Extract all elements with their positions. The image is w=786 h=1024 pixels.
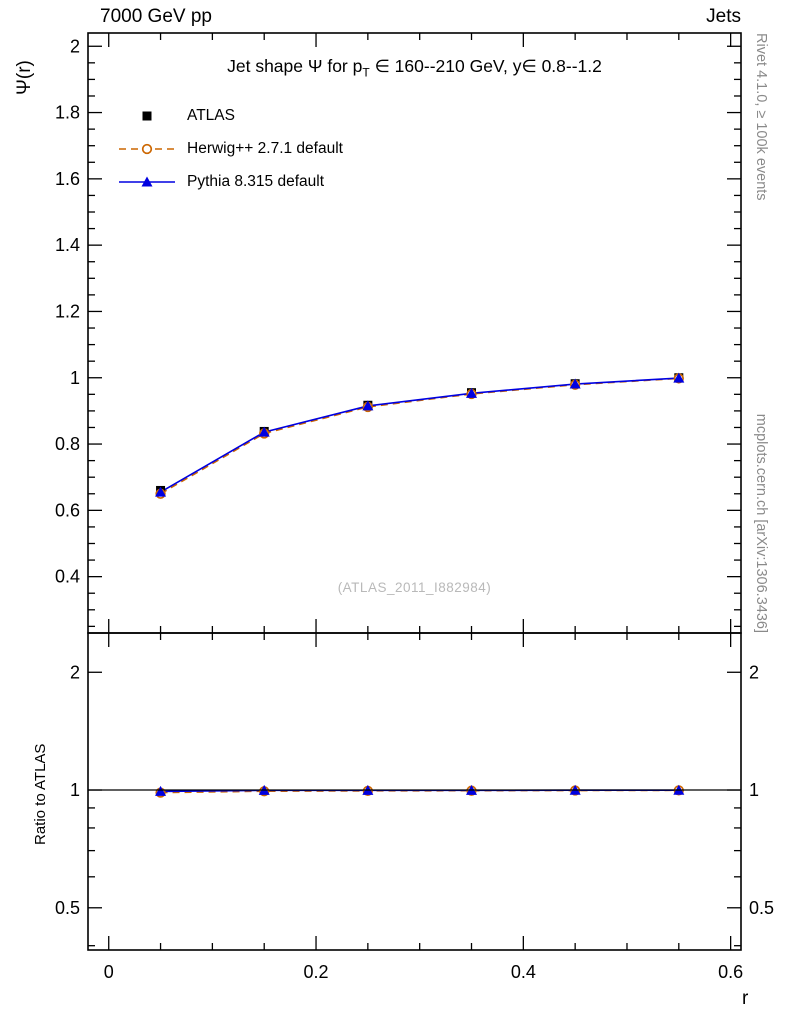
ratio-panel-frame bbox=[87, 632, 742, 951]
herwig-2-7-1-default-legend-marker bbox=[141, 143, 153, 154]
pythia-8-315-default-legend-marker bbox=[141, 176, 153, 186]
legend-item: Herwig++ 2.7.1 default bbox=[118, 132, 343, 165]
x-axis-label: r bbox=[742, 988, 749, 1009]
analysis-id-watermark: (ATLAS_2011_I882984) bbox=[337, 580, 492, 595]
atlas-legend-swatch bbox=[142, 111, 152, 120]
pythia-8-315-default-ratio-marker bbox=[155, 785, 167, 796]
axis-tick-labels: 0 0.2 0.4 0.6 0.4 0.6 0.8 1 1.2 1.4 1.6 1.8 2 0.5 0.5 1… bbox=[55, 36, 774, 982]
legend-item-label: Herwig++ 2.7.1 default bbox=[187, 139, 343, 157]
herwig-2-7-1-default-line-ratio bbox=[160, 789, 679, 794]
legend-item: Pythia 8.315 default bbox=[118, 165, 343, 198]
header-beam-label: 7000 GeV pp bbox=[100, 6, 212, 27]
main-y-axis-label: Ψ(r) bbox=[14, 60, 35, 95]
main-y-tick-label: 1.6 bbox=[55, 169, 80, 189]
plot-title-prefix: Jet shape Ψ for p bbox=[227, 56, 363, 76]
pythia-8-315-default-marker bbox=[673, 372, 685, 383]
x-tick-label: 0.6 bbox=[718, 962, 743, 982]
header-analysis-label: Jets bbox=[706, 6, 741, 27]
main-y-tick-label: 0.6 bbox=[55, 500, 80, 520]
pythia-8-315-default-line-main bbox=[160, 377, 679, 493]
main-y-tick-label: 1.4 bbox=[55, 235, 80, 255]
plot-title-suffix: ∈ 160--210 GeV, y∈ 0.8--1.2 bbox=[369, 56, 602, 76]
main-y-tick-label: 1.8 bbox=[55, 103, 80, 123]
pythia-8-315-default-marker bbox=[155, 486, 167, 497]
pythia-8-315-default-marker bbox=[569, 378, 581, 389]
legend-item-label: Pythia 8.315 default bbox=[187, 172, 325, 190]
ratio-y-tick-label-right: 0.5 bbox=[749, 898, 774, 918]
herwig-2-7-1-default-legend-swatch bbox=[119, 143, 175, 154]
x-tick-label: 0.2 bbox=[304, 962, 329, 982]
rivet-version-label: Rivet 4.1.0, ≥ 100k events bbox=[753, 33, 769, 201]
legend: ATLAS Herwig++ 2.7.1 default Pythia 8.315 … bbox=[118, 99, 343, 198]
main-y-tick-label: 2 bbox=[70, 36, 80, 56]
plot-title-subscript: T bbox=[362, 65, 370, 80]
ratio-y-axis-label: Ratio to ATLAS bbox=[32, 743, 49, 845]
main-y-tick-label: 0.4 bbox=[55, 567, 80, 587]
pythia-8-315-default-legend-swatch bbox=[119, 176, 175, 186]
mcplots-credit-label: mcplots.cern.ch [arXiv:1306.3436] bbox=[753, 413, 769, 633]
main-y-tick-label: 1.2 bbox=[55, 301, 80, 321]
ratio-y-tick-label-left: 2 bbox=[70, 662, 80, 682]
legend-item-label: ATLAS bbox=[187, 106, 235, 124]
pythia-8-315-default-marker bbox=[258, 426, 270, 437]
atlas-legend-marker bbox=[142, 111, 152, 120]
ratio-y-tick-label-right: 2 bbox=[749, 662, 759, 682]
ratio-y-tick-label-left: 1 bbox=[70, 780, 80, 800]
herwig-2-7-1-default-line-main bbox=[160, 377, 679, 495]
pythia-8-315-default-marker bbox=[362, 400, 374, 411]
legend-item: ATLAS bbox=[118, 99, 343, 132]
plot-title: Jet shape Ψ for pT ∈ 160--210 GeV, y∈ 0.… bbox=[88, 56, 741, 80]
main-y-tick-label: 0.8 bbox=[55, 434, 80, 454]
main-y-tick-label: 1 bbox=[70, 368, 80, 388]
ratio-y-tick-label-right: 1 bbox=[749, 780, 759, 800]
x-tick-label: 0.4 bbox=[511, 962, 536, 982]
pythia-8-315-default-marker bbox=[466, 387, 478, 398]
ratio-y-tick-label-left: 0.5 bbox=[55, 898, 80, 918]
x-tick-label: 0 bbox=[104, 962, 114, 982]
